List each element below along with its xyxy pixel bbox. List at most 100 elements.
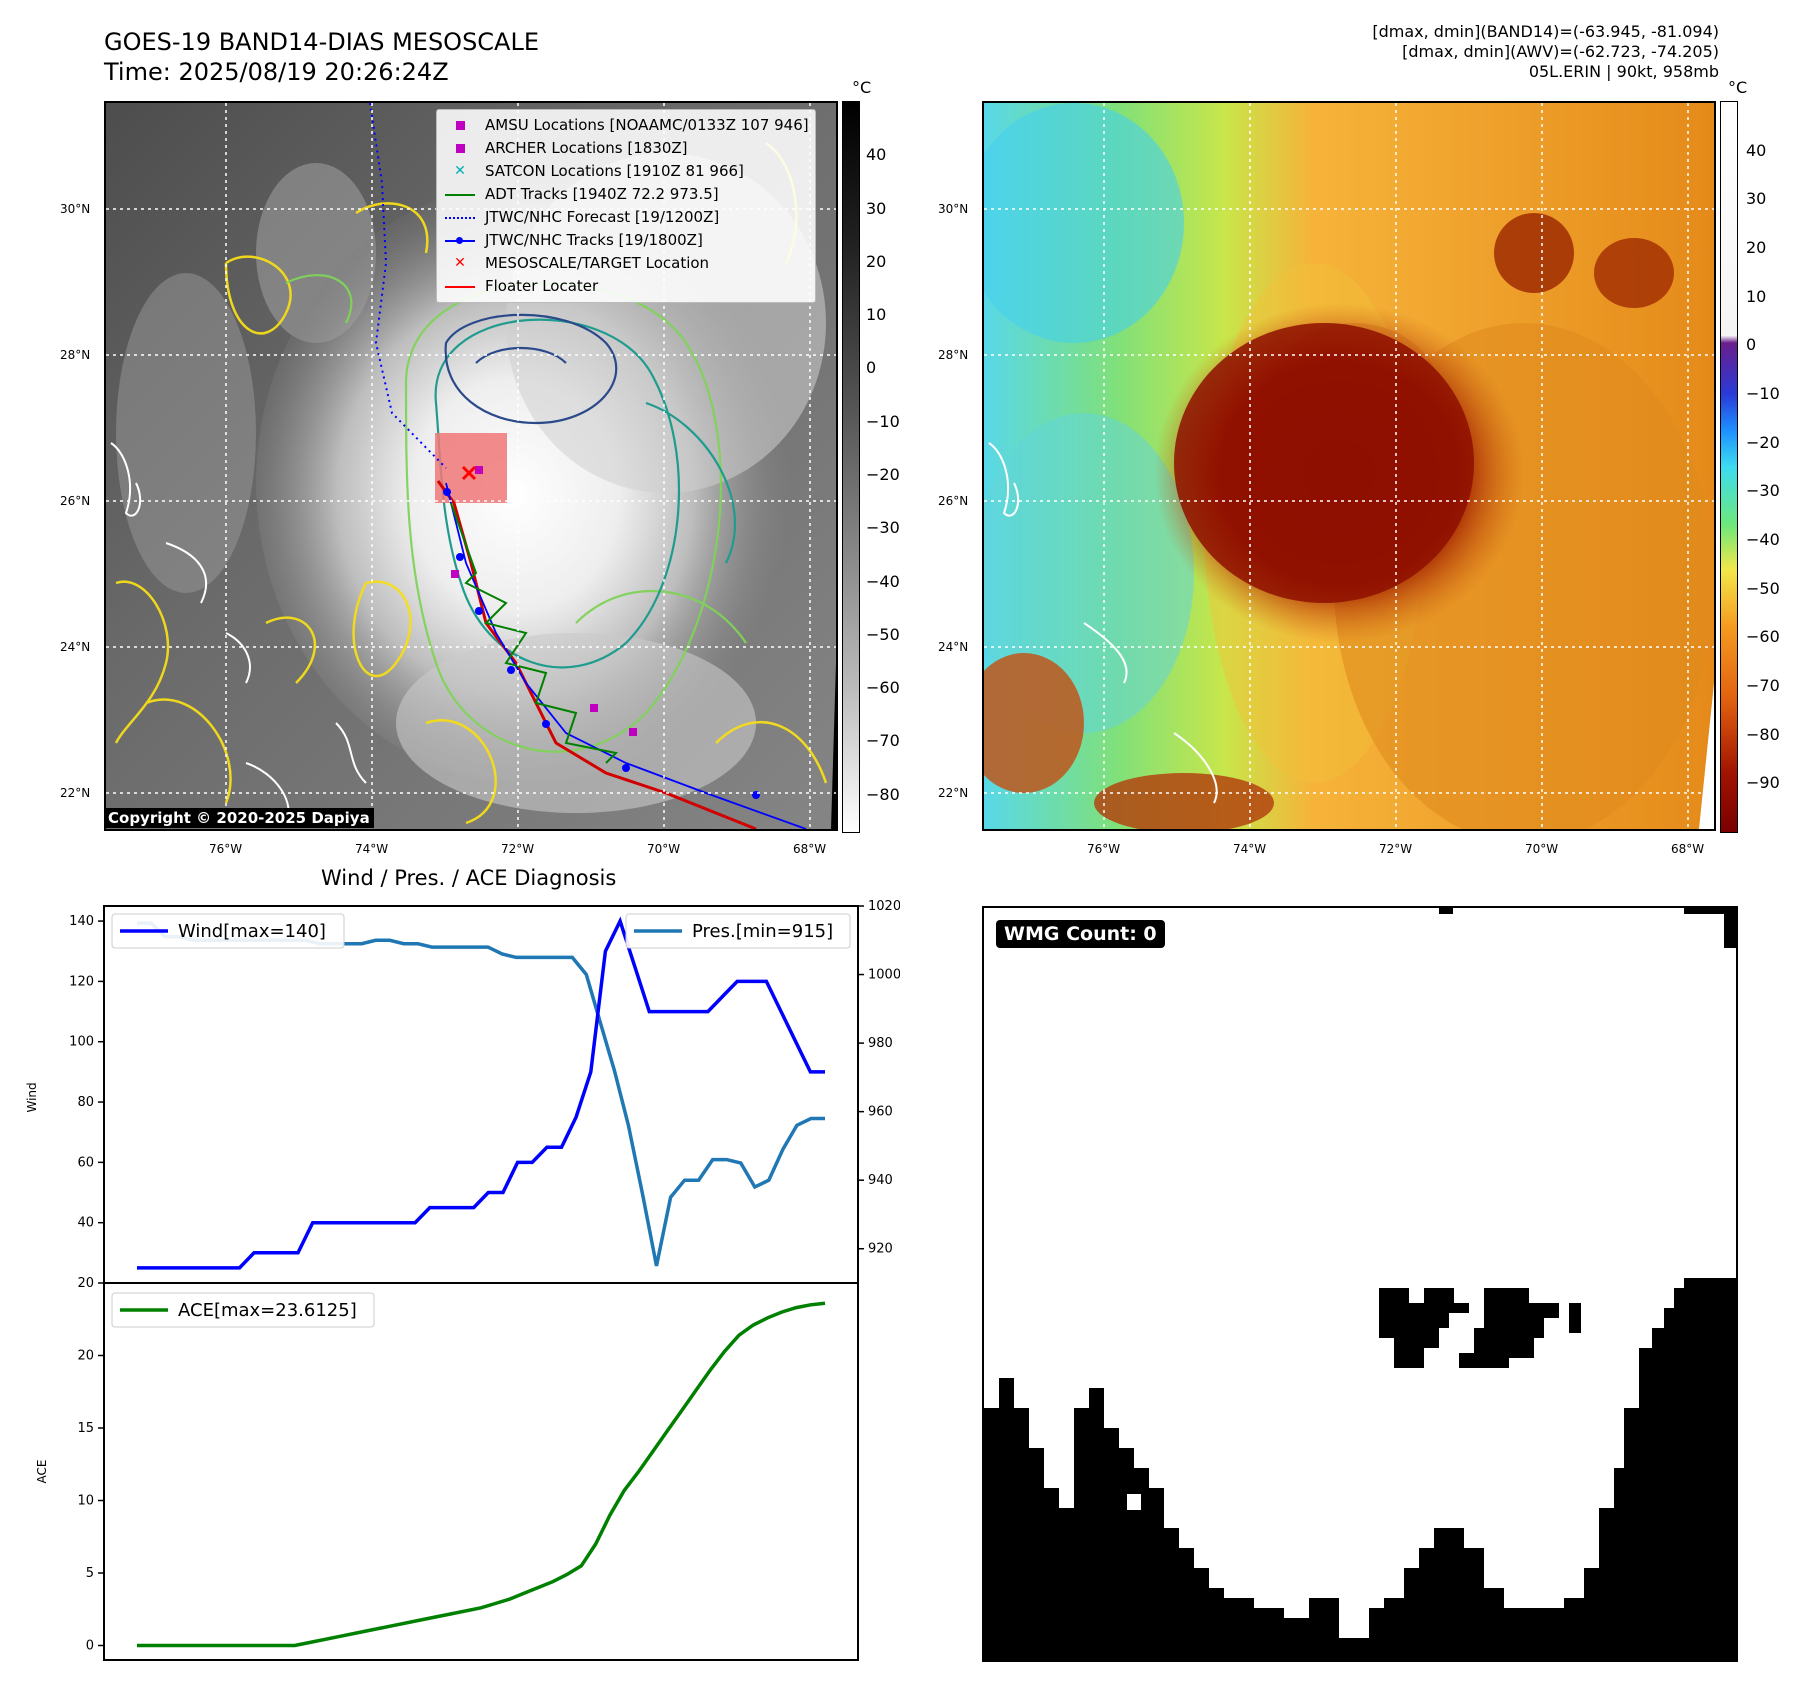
colorbar-tick-label: −50 <box>866 624 900 644</box>
lon-tick-label: 68°W <box>793 842 827 856</box>
band14-gridlines <box>106 103 836 829</box>
legend-floater: Floater Locater <box>443 275 809 298</box>
colorbar-tick-label: −80 <box>1746 724 1780 744</box>
pressure-tick-label: 1020 <box>868 899 900 914</box>
legend-forecast: JTWC/NHC Forecast [19/1200Z] <box>443 206 809 229</box>
wind-tick-label: 80 <box>77 1095 94 1110</box>
wind-tick-label: 120 <box>69 974 94 989</box>
target-marker <box>461 465 477 481</box>
band14-colorbar <box>842 101 860 833</box>
colorbar-tick-label: 20 <box>866 251 887 271</box>
wind-legend: Wind[max=140] <box>111 913 345 949</box>
colorbar-tick-label: −70 <box>1746 676 1780 695</box>
pressure-tick-label: 980 <box>868 1036 893 1051</box>
awv-gridlines <box>984 103 1714 829</box>
ace-series-line <box>137 1301 826 1648</box>
svg-text:Wind[max=140]: Wind[max=140] <box>178 921 326 942</box>
pressure-series-line <box>137 921 825 1267</box>
legend-archer: ARCHER Locations [1830Z] <box>443 137 809 160</box>
wind-tick-label: 40 <box>77 1216 94 1231</box>
lat-tick-label: 30°N <box>60 202 91 216</box>
wind-tick-label: 100 <box>69 1035 94 1050</box>
lon-tick-label: 72°W <box>1379 842 1413 856</box>
wind-tick-label: 140 <box>69 914 94 929</box>
lon-tick-label: 70°W <box>647 842 681 856</box>
ace-axis-label: ACE <box>35 1460 49 1484</box>
legend-amsu: AMSU Locations [NOAAMC/0133Z 107 946] <box>443 114 809 137</box>
stats-awv: [dmax, dmin](AWV)=(-62.723, -74.205) <box>1402 42 1719 61</box>
awv-colorbar <box>1720 101 1738 833</box>
pressure-tick-label: 940 <box>868 1173 893 1188</box>
colorbar-tick-label: −60 <box>1746 627 1780 647</box>
colorbar-tick-label: 30 <box>1746 189 1767 209</box>
lon-tick-label: 76°W <box>209 842 243 856</box>
colorbar-tick-label: −40 <box>866 571 900 591</box>
ace-tick-label: 5 <box>86 1566 94 1581</box>
ace-tick-label: 10 <box>77 1494 94 1509</box>
lon-tick-label: 74°W <box>355 842 389 856</box>
colorbar-tick-label: 30 <box>866 198 887 218</box>
band14-colorbar-unit: °C <box>852 78 872 97</box>
pressure-tick-label: 920 <box>868 1242 893 1257</box>
lon-tick-label: 72°W <box>501 842 535 856</box>
awv-imagery <box>984 103 1714 829</box>
lon-tick-label: 70°W <box>1525 842 1559 856</box>
diagnosis-title: Wind / Pres. / ACE Diagnosis <box>321 866 617 890</box>
lat-tick-label: 24°N <box>60 640 91 654</box>
awv-colorbar-unit: °C <box>1728 78 1748 97</box>
colorbar-tick-label: −20 <box>866 464 900 484</box>
stats-band14: [dmax, dmin](BAND14)=(-63.945, -81.094) <box>1372 22 1719 41</box>
lat-tick-label: 26°N <box>60 494 91 508</box>
colorbar-tick-label: −50 <box>1746 578 1780 598</box>
stats-storm: 05L.ERIN | 90kt, 958mb <box>1528 62 1719 81</box>
lat-tick-label: 28°N <box>938 348 969 362</box>
colorbar-tick-label: −70 <box>866 731 900 751</box>
lat-tick-label: 24°N <box>938 640 969 654</box>
wmg-mask <box>984 908 1736 1660</box>
band14-map: AMSU Locations [NOAAMC/0133Z 107 946] AR… <box>104 101 838 831</box>
ace-tick-label: 0 <box>86 1639 94 1654</box>
lat-tick-label: 28°N <box>60 348 91 362</box>
colorbar-tick-label: −10 <box>1746 384 1780 403</box>
pressure-legend: Pres.[min=915] <box>625 913 851 949</box>
legend-tracks: JTWC/NHC Tracks [19/1800Z] <box>443 229 809 252</box>
colorbar-tick-label: 0 <box>1746 335 1757 355</box>
svg-text:Pres.[min=915]: Pres.[min=915] <box>692 921 833 942</box>
wind-tick-label: 20 <box>77 1276 94 1291</box>
colorbar-tick-label: 40 <box>866 145 887 165</box>
lat-tick-label: 30°N <box>938 202 969 216</box>
wmg-panel <box>982 906 1738 1662</box>
ace-legend: ACE[max=23.6125] <box>111 1292 375 1328</box>
legend-adt: ADT Tracks [1940Z 72.2 973.5] <box>443 183 809 206</box>
jtwc-track-points <box>443 488 760 799</box>
figure-title: GOES-19 BAND14-DIAS MESOSCALE <box>104 28 540 56</box>
lon-tick-label: 76°W <box>1087 842 1121 856</box>
colorbar-tick-label: −40 <box>1746 530 1780 549</box>
diagnosis-chart: 2040608010012014092094096098010001020Win… <box>25 899 900 1661</box>
pressure-tick-label: 960 <box>868 1105 893 1120</box>
wmg-count-badge: WMG Count: 0 <box>996 920 1165 948</box>
ace-tick-label: 20 <box>77 1349 94 1364</box>
wind-pressure-axes <box>103 905 859 1284</box>
colorbar-tick-label: −30 <box>1746 481 1780 501</box>
colorbar-tick-label: −60 <box>866 678 900 698</box>
colorbar-tick-label: 10 <box>866 305 887 325</box>
lat-tick-label: 22°N <box>60 786 91 800</box>
colorbar-tick-label: −80 <box>866 784 900 804</box>
ace-tick-label: 15 <box>77 1421 94 1436</box>
legend-target: ✕ MESOSCALE/TARGET Location <box>454 254 710 272</box>
colorbar-tick-label: 20 <box>1746 238 1767 257</box>
lat-tick-label: 22°N <box>938 786 969 800</box>
ace-axes <box>103 1282 859 1661</box>
svg-text:ACE[max=23.6125]: ACE[max=23.6125] <box>178 1300 357 1321</box>
awv-map <box>982 101 1716 831</box>
figure-time: Time: 2025/08/19 20:26:24Z <box>104 58 449 86</box>
colorbar-tick-label: 10 <box>1746 286 1767 306</box>
legend-satcon: ✕ SATCON Locations [1910Z 81 966] <box>454 162 744 180</box>
pressure-tick-label: 1000 <box>868 968 900 983</box>
band14-legend: AMSU Locations [NOAAMC/0133Z 107 946] AR… <box>436 109 816 303</box>
wind-axis-label: Wind <box>25 1082 39 1112</box>
colorbar-tick-label: −10 <box>866 411 900 431</box>
colorbar-tick-label: −90 <box>1746 773 1780 793</box>
wind-tick-label: 60 <box>77 1155 94 1170</box>
